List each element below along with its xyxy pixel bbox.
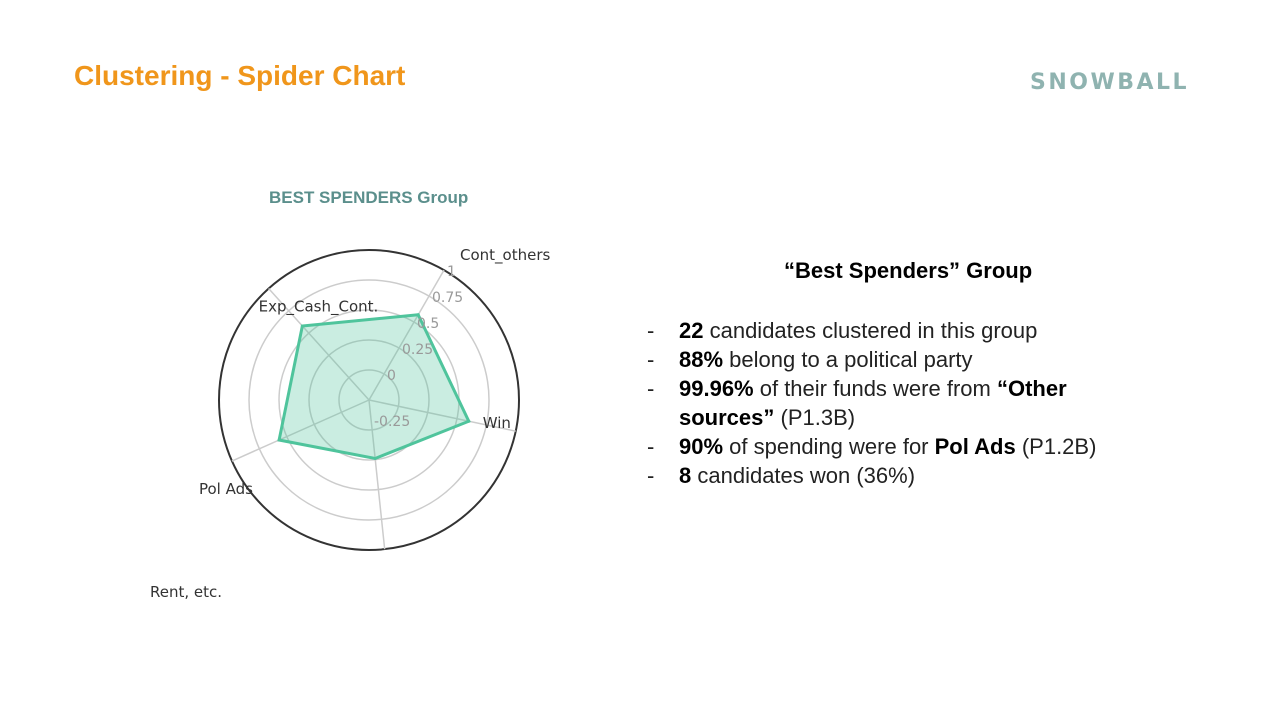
radar-point-4 bbox=[467, 419, 471, 423]
radar-spoke-0 bbox=[368, 269, 445, 401]
candidates-count: 22 bbox=[679, 318, 704, 343]
party-percent: 88% bbox=[679, 347, 724, 372]
radar-spoke-1 bbox=[268, 288, 370, 401]
radar-grid-ring-1 bbox=[338, 369, 400, 431]
summary-list: -22 candidates clustered in this group -… bbox=[647, 316, 1167, 490]
radar-grid-ring-2 bbox=[308, 339, 430, 461]
summary-bullet-funds: -99.96% of their funds were from “Other … bbox=[647, 376, 1067, 430]
radar-point-2 bbox=[277, 438, 281, 442]
radar-tick-label-5: 1 bbox=[447, 264, 456, 280]
radar-axis-label-0: Cont_others bbox=[460, 246, 551, 265]
radar-grid bbox=[218, 249, 520, 551]
summary-bullet-party: -88% belong to a political party bbox=[647, 347, 973, 372]
chart-title: BEST SPENDERS Group bbox=[269, 188, 469, 207]
radar-series-polygon bbox=[277, 313, 471, 461]
radar-point-3 bbox=[373, 456, 377, 460]
funds-source: “Other sources” bbox=[679, 376, 1067, 430]
snowball-logo: SNOWBALL bbox=[1030, 70, 1190, 95]
radar-spoke-3 bbox=[368, 399, 386, 550]
radar-tick-label-1: 0 bbox=[387, 368, 396, 384]
summary-heading: “Best Spenders” Group bbox=[784, 258, 1033, 283]
radar-tick-label-2: 0.25 bbox=[402, 342, 433, 358]
radar-axis-label-3: Rent, etc. bbox=[150, 583, 222, 601]
radar-point-1 bbox=[300, 324, 304, 328]
radar-grid-ring-4 bbox=[248, 279, 490, 521]
spending-percent: 90% bbox=[679, 434, 724, 459]
radar-spoke-2 bbox=[231, 399, 370, 462]
won-count: 8 bbox=[679, 463, 692, 488]
summary-bullet-candidates: -22 candidates clustered in this group bbox=[647, 318, 1038, 343]
spending-category: Pol Ads bbox=[934, 434, 1016, 459]
radar-spoke-4 bbox=[368, 399, 516, 432]
radar-axis-label-1: Exp_Cash_Cont. bbox=[259, 298, 379, 317]
radar-axis-label-2: Pol Ads bbox=[199, 480, 253, 498]
slide-title: Clustering - Spider Chart bbox=[74, 60, 406, 91]
radar-outer-ring bbox=[218, 249, 520, 551]
funds-percent: 99.96% bbox=[679, 376, 754, 401]
radar-tick-label-3: 0.5 bbox=[417, 316, 439, 332]
summary-bullet-spending: -90% of spending were for Pol Ads (P1.2B… bbox=[647, 434, 1097, 459]
radar-tick-label-4: 0.75 bbox=[432, 290, 463, 306]
radar-series bbox=[277, 313, 471, 461]
radar-point-0 bbox=[416, 313, 420, 317]
radar-tick-label-0: -0.25 bbox=[374, 414, 410, 430]
radar-axis-label-4: Win bbox=[483, 414, 511, 432]
summary-bullet-won: -8 candidates won (36%) bbox=[647, 463, 916, 488]
